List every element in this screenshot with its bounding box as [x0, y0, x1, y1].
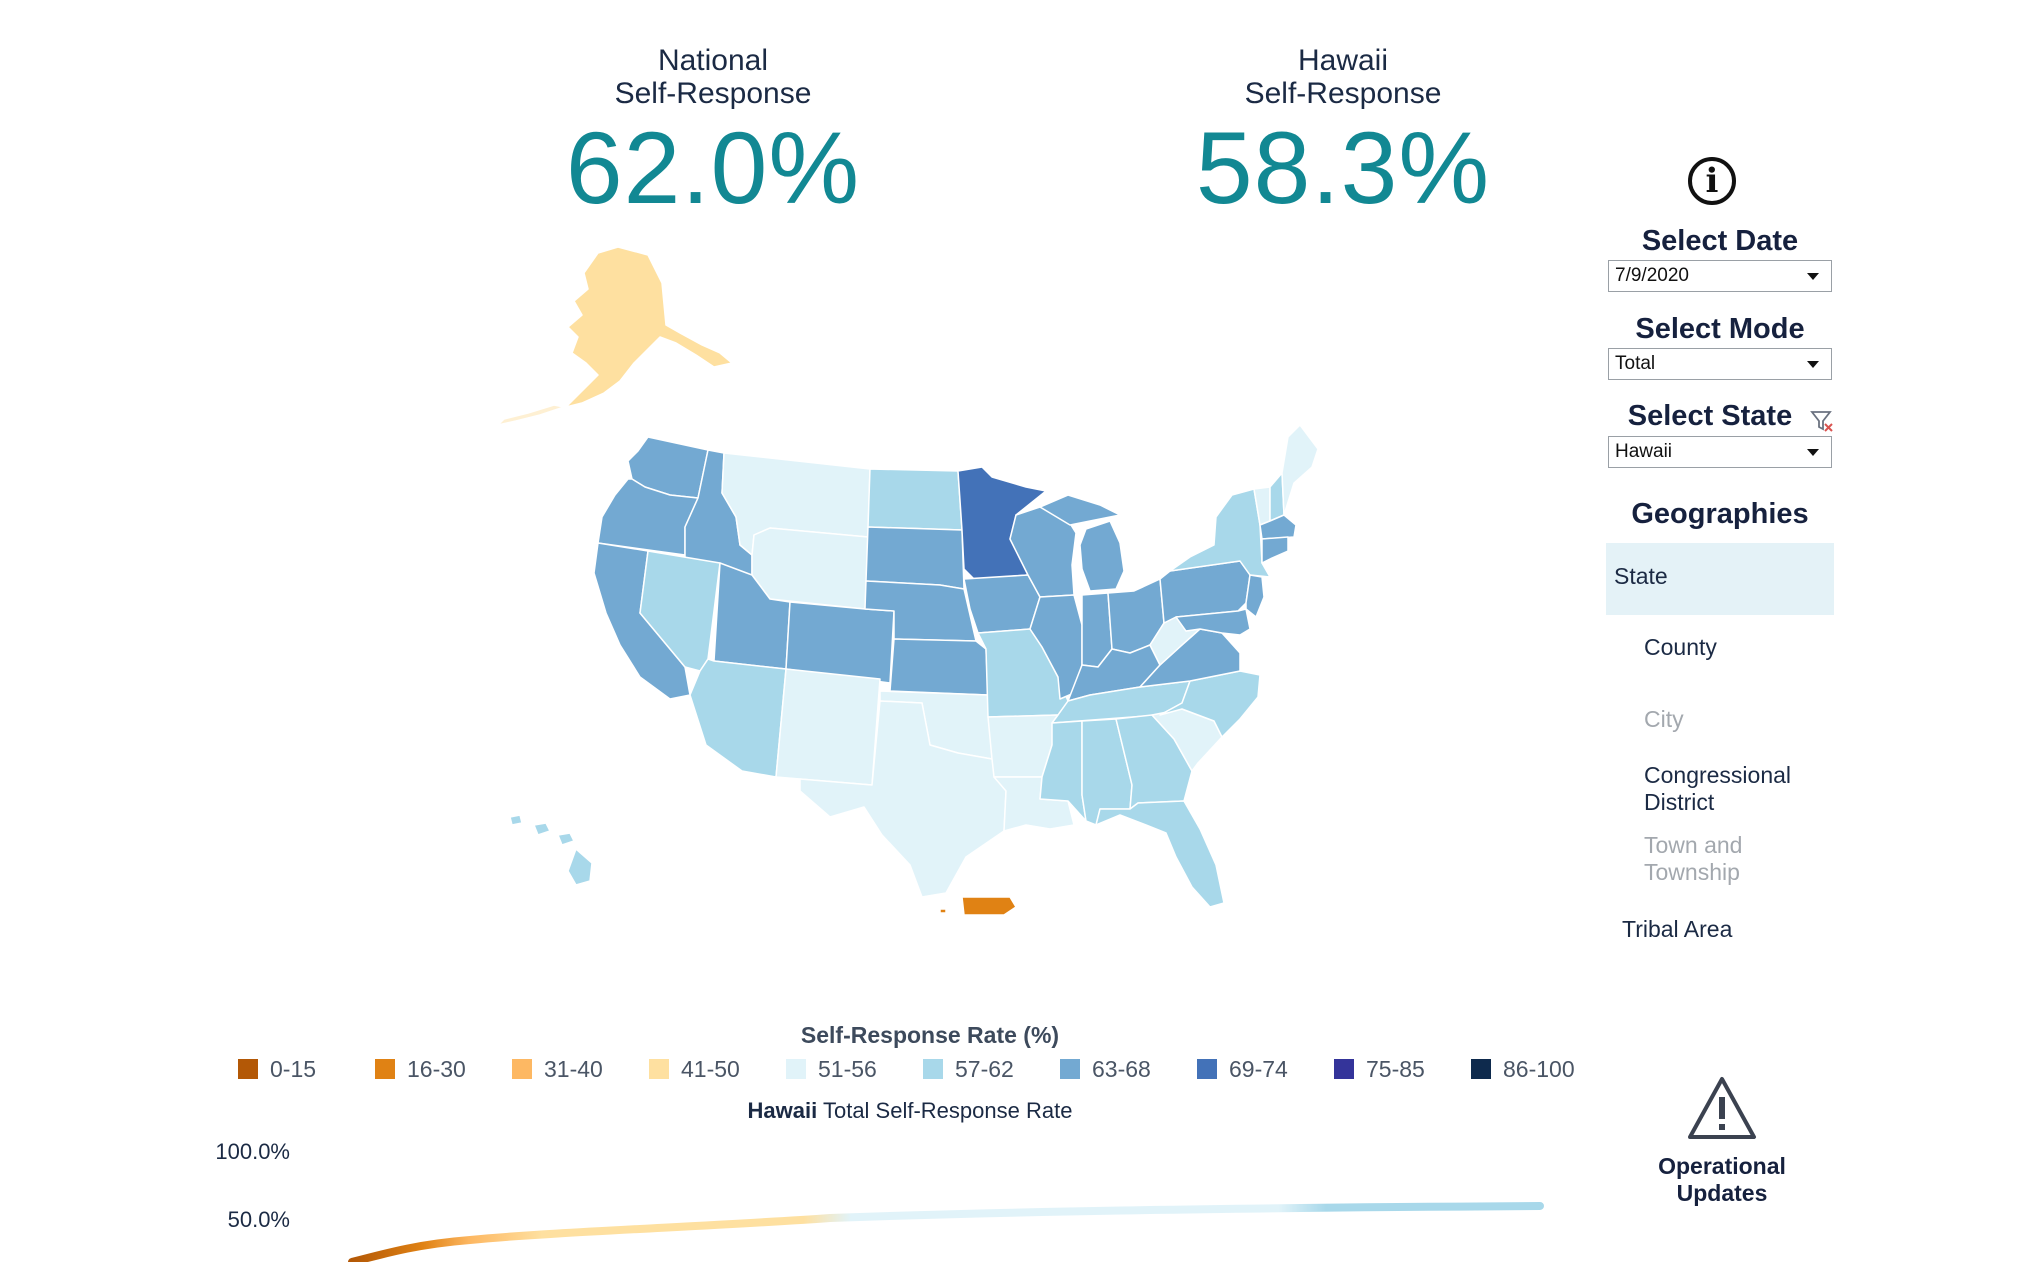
state-alaska-islands — [497, 404, 565, 426]
state-maryland[interactable] — [1175, 608, 1251, 636]
legend-item: 31-40 — [512, 1054, 649, 1084]
geo-item-congressional-district[interactable]: Congressional District — [1644, 762, 1792, 815]
legend-label: 41-50 — [681, 1055, 740, 1082]
legend-swatch — [786, 1059, 806, 1079]
state-florida[interactable] — [1095, 800, 1225, 908]
legend-swatch — [238, 1059, 258, 1079]
info-icon[interactable]: i — [1688, 157, 1736, 205]
state-kpi-label-2: Self-Response — [1244, 77, 1442, 110]
state-new-york[interactable] — [1169, 488, 1271, 578]
territory-puerto-rico-islet — [939, 908, 947, 914]
legend-item: 75-85 — [1334, 1054, 1471, 1084]
legend-item: 0-15 — [238, 1054, 375, 1084]
state-iowa[interactable] — [963, 574, 1041, 634]
state-south-dakota[interactable] — [865, 526, 965, 590]
national-kpi-value: 62.0% — [565, 111, 861, 225]
operational-updates-link[interactable]: Operational Updates — [1640, 1153, 1804, 1207]
state-arizona[interactable] — [689, 658, 787, 778]
national-kpi-label-2: Self-Response — [614, 77, 812, 110]
legend-swatch — [1334, 1059, 1354, 1079]
legend-swatch — [512, 1059, 532, 1079]
state-michigan[interactable] — [1079, 520, 1125, 592]
legend-item: 63-68 — [1060, 1054, 1197, 1084]
geo-item-city: City — [1644, 706, 1684, 732]
geo-item-town-and-township: Town and Township — [1644, 832, 1743, 885]
operational-updates-line1: Operational — [1658, 1153, 1786, 1179]
select-date-title: Select Date — [1641, 225, 1799, 257]
geo-item-county[interactable]: County — [1644, 634, 1717, 660]
state-colorado[interactable] — [785, 601, 895, 684]
date-dropdown[interactable]: 7/9/2020 — [1608, 260, 1832, 292]
state-michigan-upper[interactable] — [1039, 494, 1121, 526]
legend-label: 51-56 — [818, 1055, 877, 1082]
trend-title-state: Hawaii — [747, 1098, 818, 1123]
y-tick-50: 50.0% — [227, 1207, 290, 1232]
legend-item: 16-30 — [375, 1054, 512, 1084]
select-state-title: Select State — [1627, 400, 1793, 432]
national-kpi: National Self-Response 62.0% — [483, 44, 943, 222]
legend-label: 69-74 — [1229, 1055, 1288, 1082]
select-mode-title: Select Mode — [1635, 313, 1805, 345]
state-kpi-label-1: Hawaii — [1297, 44, 1389, 77]
state-kpi-value: 58.3% — [1195, 111, 1491, 225]
date-dropdown-value: 7/9/2020 — [1615, 265, 1689, 286]
legend-title: Self-Response Rate (%) — [800, 1022, 1060, 1048]
chevron-down-icon — [1807, 449, 1819, 456]
geo-selected-highlight — [1606, 543, 1834, 615]
legend-label: 0-15 — [270, 1055, 317, 1082]
trend-title: Hawaii Total Self-Response Rate — [640, 1098, 1180, 1124]
legend-label: 75-85 — [1366, 1055, 1425, 1082]
geo-item-tribal-area[interactable]: Tribal Area — [1622, 916, 1733, 942]
legend-swatch — [375, 1059, 395, 1079]
legend-item: 69-74 — [1197, 1054, 1334, 1084]
state-north-carolina[interactable] — [1159, 670, 1261, 738]
operational-updates-line2: Updates — [1676, 1180, 1768, 1206]
warning-icon[interactable] — [1686, 1075, 1758, 1141]
state-hawaii-islands — [509, 814, 575, 846]
legend-label: 31-40 — [544, 1055, 603, 1082]
state-illinois[interactable] — [1029, 594, 1083, 700]
chevron-down-icon — [1807, 273, 1819, 280]
mode-dropdown-value: Total — [1615, 353, 1656, 374]
state-kansas[interactable] — [889, 638, 989, 696]
legend-item: 41-50 — [649, 1054, 786, 1084]
state-new-jersey[interactable] — [1245, 574, 1265, 618]
trend-line — [348, 1202, 1544, 1262]
trend-title-rest: Total Self-Response Rate — [822, 1098, 1073, 1123]
legend-label: 86-100 — [1503, 1055, 1575, 1082]
state-kpi: Hawaii Self-Response 58.3% — [1113, 44, 1573, 222]
legend: 0-15 16-30 31-40 41-50 51-56 57-62 63-68 69-74 7… — [238, 1054, 1608, 1084]
trend-line-chart — [348, 1202, 1544, 1262]
us-state-map[interactable] — [470, 225, 1350, 945]
state-dropdown-value: Hawaii — [1615, 441, 1673, 462]
legend-label: 63-68 — [1092, 1055, 1151, 1082]
legend-swatch — [923, 1059, 943, 1079]
state-maine[interactable] — [1281, 424, 1319, 516]
geographies-title: Geographies — [1631, 498, 1809, 530]
clear-filter-icon[interactable] — [1810, 409, 1834, 433]
y-tick-100: 100.0% — [215, 1139, 290, 1164]
legend-label: 57-62 — [955, 1055, 1014, 1082]
legend-item: 57-62 — [923, 1054, 1060, 1084]
state-north-dakota[interactable] — [867, 468, 963, 531]
mode-dropdown[interactable]: Total — [1608, 348, 1832, 380]
chevron-down-icon — [1807, 361, 1819, 368]
legend-swatch — [1060, 1059, 1080, 1079]
state-connecticut[interactable] — [1261, 536, 1289, 564]
legend-item: 86-100 — [1471, 1054, 1608, 1084]
state-texas[interactable] — [799, 700, 1007, 898]
state-wyoming[interactable] — [751, 527, 869, 610]
legend-swatch — [1471, 1059, 1491, 1079]
national-kpi-label-1: National — [657, 44, 769, 77]
legend-item: 51-56 — [786, 1054, 923, 1084]
legend-swatch — [1197, 1059, 1217, 1079]
territory-puerto-rico[interactable] — [961, 896, 1017, 916]
state-alaska[interactable] — [565, 246, 733, 408]
legend-label: 16-30 — [407, 1055, 466, 1082]
state-new-mexico[interactable] — [775, 668, 881, 786]
legend-swatch — [649, 1059, 669, 1079]
state-dropdown[interactable]: Hawaii — [1608, 436, 1832, 468]
state-hawaii[interactable] — [567, 848, 593, 886]
geo-item-state[interactable]: State — [1614, 563, 1668, 589]
